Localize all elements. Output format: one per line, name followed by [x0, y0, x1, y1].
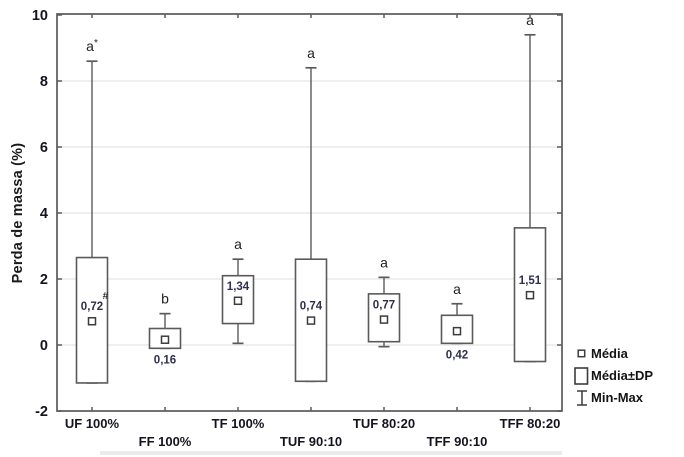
whisker-icon — [572, 389, 591, 407]
value-label-TFF-90-10: 0,42 — [446, 349, 468, 361]
sig-letter-UF-100-: a* — [86, 38, 98, 54]
y-tick-label-0: 0 — [40, 338, 48, 354]
sig-letter-TUF-90-10: a — [307, 45, 315, 61]
sig-letter-TUF-80-20: a — [380, 254, 388, 270]
value-label-UF-100-: 0,72 — [81, 301, 103, 313]
sig-letter-TFF-80-20: a — [526, 12, 534, 28]
scan-artifact — [100, 451, 562, 455]
y-tick-label-6: 6 — [40, 140, 48, 156]
legend-row-min-max: Min-Max — [572, 388, 653, 407]
mean-marker-TUF-80-20 — [379, 315, 389, 324]
sig-letter-TF-100-: a — [234, 236, 242, 252]
x-label-TF-100-: TF 100% — [212, 416, 265, 431]
legend: Média Média±DP Min-Max — [572, 344, 653, 407]
mean-marker-UF-100- — [87, 316, 97, 326]
y-tick-label-8: 8 — [40, 74, 48, 90]
y-tick-label-10: 10 — [32, 8, 48, 24]
box-rect-icon — [572, 366, 591, 385]
sig-letter-FF-100-: b — [161, 291, 169, 307]
value-label-TUF-90-10: 0,74 — [300, 301, 323, 313]
x-label-UF-100-: UF 100% — [65, 416, 120, 431]
x-label-TFF-80-20: TFF 80:20 — [500, 416, 561, 431]
x-label-TFF-90-10: TFF 90:10 — [427, 434, 488, 449]
value-label-TF-100-: 1,34 — [227, 281, 250, 293]
x-label-TUF-80-20: TUF 80:20 — [353, 416, 415, 431]
mean-square-icon — [572, 349, 591, 358]
mean-marker-TUF-90-10 — [306, 316, 316, 325]
legend-row-media-dp: Média±DP — [572, 366, 653, 385]
x-label-FF-100-: FF 100% — [139, 434, 192, 449]
legend-row-media: Média — [572, 344, 653, 363]
y-tick-label-4: 4 — [40, 206, 48, 222]
mean-marker-FF-100- — [160, 335, 170, 344]
mean-marker-TFF-90-10 — [452, 326, 462, 336]
mean-marker-TF-100- — [233, 296, 243, 306]
y-tick-label--2: -2 — [35, 404, 48, 420]
legend-label-min-max: Min-Max — [591, 390, 643, 405]
mean-marker-TFF-80-20 — [525, 290, 535, 300]
y-tick-label-2: 2 — [40, 272, 48, 288]
x-label-TUF-90-10: TUF 90:10 — [280, 434, 342, 449]
legend-label-media-dp: Média±DP — [591, 368, 654, 383]
legend-label-media: Média — [591, 346, 628, 361]
value-label-TUF-80-20: 0,77 — [373, 300, 395, 312]
value-label-FF-100-: 0,16 — [154, 354, 176, 366]
sig-letter-TFF-90-10: a — [453, 281, 461, 297]
box-TUF-80-20 — [367, 293, 401, 343]
value-label-TFF-80-20: 1,51 — [519, 275, 542, 287]
note-hash-UF-100-: # — [103, 290, 109, 302]
